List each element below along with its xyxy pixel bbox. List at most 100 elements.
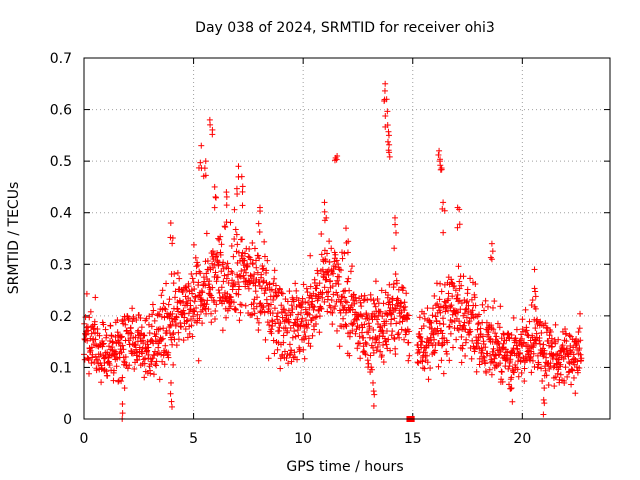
data-point (293, 287, 300, 294)
data-point (227, 303, 234, 310)
data-point (170, 280, 177, 287)
data-point (107, 322, 114, 329)
data-point (119, 400, 126, 407)
data-point (341, 250, 348, 257)
y-axis-label: SRMTID / TECUs (6, 182, 22, 295)
data-point (169, 331, 176, 338)
data-point (471, 294, 478, 301)
data-point (365, 329, 372, 336)
data-point (325, 266, 332, 273)
data-point (124, 365, 131, 372)
data-point (329, 283, 336, 290)
data-point (361, 321, 368, 328)
data-point (140, 356, 147, 363)
data-point (554, 370, 561, 377)
data-point (430, 331, 437, 338)
data-point (183, 318, 190, 325)
data-point (209, 248, 216, 255)
data-point (169, 403, 176, 410)
data-point (86, 314, 93, 321)
x-tick-label: 20 (513, 431, 531, 447)
data-point (134, 357, 141, 364)
data-point (201, 165, 208, 172)
data-point (255, 319, 262, 326)
data-point (434, 325, 441, 332)
data-point (147, 370, 154, 377)
data-point (458, 300, 465, 307)
data-point (496, 351, 503, 358)
data-point (190, 313, 197, 320)
data-point (535, 361, 542, 368)
data-point (492, 330, 499, 337)
data-point (449, 311, 456, 318)
data-point (144, 347, 151, 354)
data-point (508, 385, 515, 392)
x-axis-label: GPS time / hours (286, 459, 403, 475)
data-point (137, 315, 144, 322)
data-point (291, 349, 298, 356)
data-point (551, 383, 558, 390)
y-tick-label: 0.1 (50, 360, 72, 376)
data-point (217, 233, 224, 240)
data-point (435, 151, 442, 158)
data-point (92, 336, 99, 343)
data-point (221, 223, 228, 230)
data-point (180, 337, 187, 344)
data-point (565, 353, 572, 360)
data-point (261, 290, 268, 297)
data-point (392, 271, 399, 278)
data-point (231, 281, 238, 288)
data-point (330, 270, 337, 277)
data-point (307, 343, 314, 350)
data-point (83, 290, 90, 297)
data-point (266, 322, 273, 329)
data-point (283, 312, 290, 319)
data-point (528, 369, 535, 376)
data-point (497, 303, 504, 310)
data-point (394, 331, 401, 338)
data-point (203, 301, 210, 308)
data-point (373, 347, 380, 354)
data-point (225, 279, 232, 286)
data-point (477, 325, 484, 332)
data-point (234, 191, 241, 198)
data-point (235, 291, 242, 298)
data-point (87, 308, 94, 315)
data-point (370, 388, 377, 395)
data-point (425, 376, 432, 383)
data-point (169, 235, 176, 242)
data-point (118, 333, 125, 340)
data-point (131, 365, 138, 372)
data-point (504, 354, 511, 361)
data-point (577, 337, 584, 344)
data-point (466, 329, 473, 336)
data-point (212, 269, 219, 276)
data-point (340, 315, 347, 322)
data-point (130, 315, 137, 322)
data-point (474, 321, 481, 328)
data-point (572, 342, 579, 349)
data-point (475, 340, 482, 347)
data-point (324, 250, 331, 257)
chart-title: Day 038 of 2024, SRMTID for receiver ohi… (195, 20, 495, 36)
data-point (377, 308, 384, 315)
data-point (235, 286, 242, 293)
data-point (462, 352, 469, 359)
data-point (498, 369, 505, 376)
data-point (406, 352, 413, 359)
data-point (336, 343, 343, 350)
data-point (274, 346, 281, 353)
data-point (206, 278, 213, 285)
data-point (238, 252, 245, 259)
data-point (453, 308, 460, 315)
data-point (570, 374, 577, 381)
data-point (168, 398, 175, 405)
data-point (252, 288, 259, 295)
data-point (386, 141, 393, 148)
data-point (167, 321, 174, 328)
data-point (191, 308, 198, 315)
data-point (272, 282, 279, 289)
data-point (419, 354, 426, 361)
data-point (524, 341, 531, 348)
data-point (383, 328, 390, 335)
